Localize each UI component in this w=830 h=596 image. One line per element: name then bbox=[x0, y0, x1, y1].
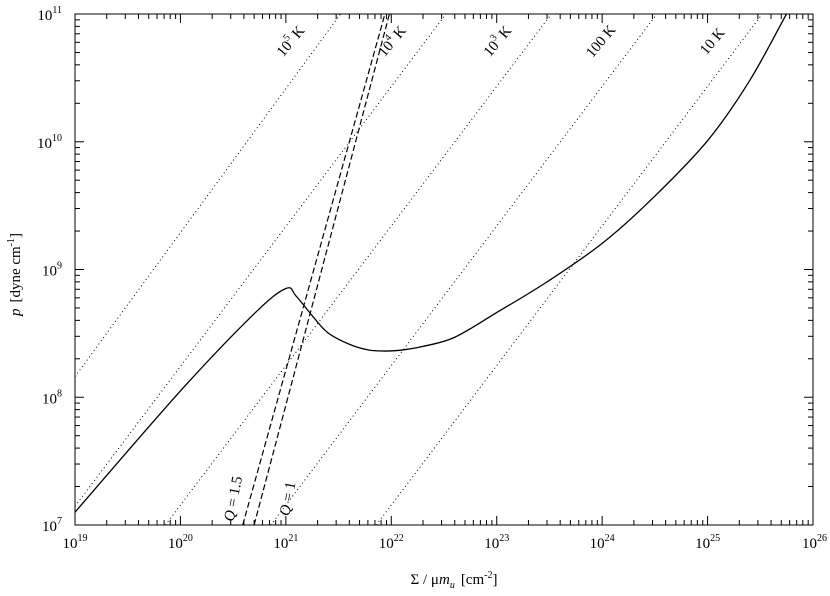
y-tick-label: 109 bbox=[42, 261, 62, 280]
y-tick-label-exp: 8 bbox=[57, 388, 62, 399]
y-tick-label-base: 10 bbox=[42, 264, 57, 280]
isotherm-label-unit: 100 K bbox=[583, 22, 619, 61]
isotherm-line-1 bbox=[75, 14, 447, 507]
x-tick-label-exp: 20 bbox=[183, 533, 193, 544]
y-axis-unit-close: ] bbox=[8, 233, 24, 238]
x-tick-label-exp: 25 bbox=[710, 533, 720, 544]
y-axis-unit-open: [dyne cm bbox=[8, 246, 24, 303]
x-tick-label-base: 10 bbox=[695, 536, 710, 552]
x-tick-label-exp: 23 bbox=[499, 533, 509, 544]
x-tick-label-exp: 24 bbox=[605, 533, 615, 544]
x-axis-divider: / bbox=[419, 572, 431, 588]
isotherm-line-0 bbox=[75, 14, 341, 377]
y-axis-label: p [dyne cm-1] bbox=[6, 233, 24, 317]
x-tick-label: 1022 bbox=[379, 533, 404, 552]
x-tick-label-base: 10 bbox=[802, 536, 817, 552]
isotherm-label-exp: 5 bbox=[281, 33, 293, 44]
x-tick-label-base: 10 bbox=[273, 536, 288, 552]
x-axis-label: Σ / μmu [cm-2] bbox=[411, 570, 498, 591]
isotherm-line-4 bbox=[375, 14, 763, 525]
x-tick-label: 1025 bbox=[695, 533, 720, 552]
x-tick-label-base: 10 bbox=[63, 536, 78, 552]
isotherm-label-base: 10 bbox=[274, 38, 296, 60]
x-tick-label: 1021 bbox=[273, 533, 298, 552]
isotherm-label-exp: 4 bbox=[383, 33, 395, 44]
stability-label-value: = 1.5 bbox=[224, 475, 246, 512]
isotherm-label-base: 10 bbox=[481, 38, 503, 60]
isotherm-line-3 bbox=[270, 14, 658, 525]
y-axis-unit-exp: -1 bbox=[6, 238, 17, 246]
stability-label-q: Q bbox=[222, 509, 240, 523]
y-tick-label-base: 10 bbox=[37, 136, 52, 152]
x-tick-label: 1026 bbox=[802, 533, 827, 552]
y-tick-label-base: 10 bbox=[42, 391, 57, 407]
axis-ticks bbox=[74, 13, 814, 526]
plot-frame bbox=[74, 13, 814, 526]
axis-tick-labels: 1019 1020 1021 1022 1023 1024 1025 102610710810… bbox=[37, 5, 827, 552]
y-tick-label: 1011 bbox=[37, 5, 62, 24]
isotherm-label: 105 K bbox=[272, 21, 309, 60]
equilibrium-curve bbox=[75, 14, 788, 513]
x-tick-label-exp: 21 bbox=[288, 533, 298, 544]
stability-label-q: Q bbox=[277, 503, 295, 517]
isotherm-label: 100 K bbox=[583, 22, 619, 61]
x-axis-unit-open: [cm bbox=[461, 572, 485, 588]
x-tick-label-base: 10 bbox=[379, 536, 394, 552]
y-tick-label: 107 bbox=[42, 516, 62, 535]
x-tick-label-base: 10 bbox=[590, 536, 605, 552]
x-tick-label: 1019 bbox=[63, 533, 88, 552]
isotherm-label: 103 K bbox=[478, 21, 515, 60]
stability-label: Q = 1.5 bbox=[222, 475, 246, 523]
plot-area bbox=[75, 14, 788, 525]
isotherm-label-exp: 3 bbox=[488, 33, 500, 44]
isotherm-label: 10 K bbox=[697, 25, 728, 58]
x-tick-label: 1020 bbox=[168, 533, 193, 552]
x-tick-label: 1024 bbox=[590, 533, 615, 552]
isotherm-line-2 bbox=[164, 14, 552, 525]
x-tick-label-exp: 19 bbox=[78, 533, 88, 544]
y-tick-label-exp: 7 bbox=[57, 516, 62, 527]
x-tick-label: 1023 bbox=[484, 533, 509, 552]
stability-line-2 bbox=[253, 14, 391, 525]
isotherm-label-base: 10 bbox=[375, 38, 397, 60]
x-axis-m: m bbox=[439, 572, 450, 588]
y-tick-label-exp: 9 bbox=[57, 261, 62, 272]
stability-label-value: = 1 bbox=[279, 480, 299, 506]
x-axis-unit-exp: -2 bbox=[484, 570, 492, 581]
y-tick-label-exp: 11 bbox=[52, 5, 62, 16]
stability-label: Q = 1 bbox=[277, 480, 299, 517]
y-tick-label-exp: 10 bbox=[52, 133, 62, 144]
x-tick-label-base: 10 bbox=[168, 536, 183, 552]
x-axis-unit-close: ] bbox=[492, 572, 497, 588]
stability-line-1 bbox=[242, 14, 386, 525]
x-tick-label-exp: 26 bbox=[817, 533, 827, 544]
x-tick-label-base: 10 bbox=[484, 536, 499, 552]
y-tick-label-base: 10 bbox=[37, 8, 52, 24]
x-tick-label-exp: 22 bbox=[394, 533, 404, 544]
x-axis-symbol: Σ bbox=[411, 572, 420, 588]
y-tick-label: 1010 bbox=[37, 133, 62, 152]
y-tick-label: 108 bbox=[42, 388, 62, 407]
y-tick-label-base: 10 bbox=[42, 519, 57, 535]
x-axis-sub: u bbox=[450, 580, 455, 591]
isotherm-label-unit: 10 K bbox=[697, 25, 728, 58]
y-axis-symbol: p bbox=[8, 308, 24, 317]
x-axis-mu: μ bbox=[431, 572, 439, 588]
